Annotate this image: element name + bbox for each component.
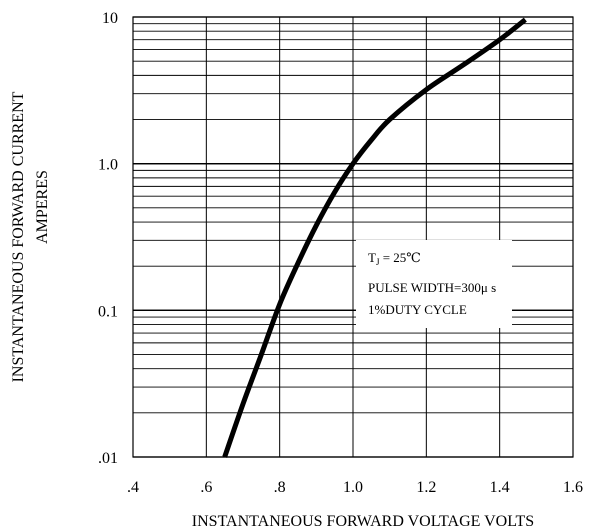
x-axis-label: INSTANTANEOUS FORWARD VOLTAGE VOLTS — [192, 513, 534, 530]
annotation-background — [356, 240, 512, 328]
x-tick-label: 1.0 — [343, 479, 363, 496]
y-tick-label: .01 — [98, 450, 118, 467]
x-tick-label: 1.6 — [563, 479, 583, 496]
tick-labels: .4 .6 .8 1.0 1.2 1.4 1.6 10 1.0 0.1 .01 — [98, 10, 583, 496]
forward-current-curve — [222, 17, 527, 458]
x-tick-label: .4 — [127, 479, 139, 496]
y-tick-label: 1.0 — [98, 157, 118, 174]
x-tick-label: 1.2 — [416, 479, 436, 496]
x-tick-label: .6 — [200, 479, 212, 496]
annotation-temperature: TJ = 25℃ — [368, 250, 421, 267]
x-tick-label: .8 — [274, 479, 286, 496]
annotation-box: TJ = 25℃ PULSE WIDTH=300μ s 1%DUTY CYCLE — [356, 240, 512, 328]
grid-lines — [132, 16, 574, 458]
annotation-duty-cycle: 1%DUTY CYCLE — [368, 302, 467, 317]
annotation-pulse-width: PULSE WIDTH=300μ s — [368, 280, 496, 295]
y-tick-label: 10 — [102, 10, 118, 27]
y-tick-label: 0.1 — [98, 303, 118, 320]
y-axis-label-line2: AMPERES — [34, 170, 51, 244]
y-axis-label-line1: INSTANTANEOUS FORWARD CURRENT — [10, 91, 27, 382]
x-tick-label: 1.4 — [490, 479, 510, 496]
plot-frame — [132, 16, 574, 458]
